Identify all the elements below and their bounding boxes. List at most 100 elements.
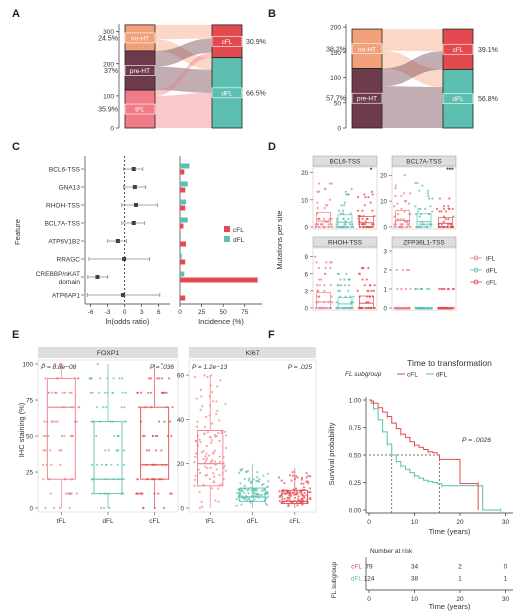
box-point	[162, 391, 165, 394]
incidence-bar-dfl	[180, 217, 188, 223]
box-point	[70, 492, 73, 495]
box-point	[104, 449, 107, 452]
panel-label-D: D	[268, 141, 276, 153]
strip-point	[328, 217, 331, 220]
facet-strip	[312, 155, 378, 167]
strip-point	[316, 223, 319, 226]
box-point	[297, 497, 300, 501]
box-point	[107, 449, 111, 452]
strip-point	[370, 190, 373, 193]
box-point	[121, 391, 124, 394]
legend-swatch-cfl	[224, 226, 230, 232]
box-point	[212, 472, 215, 475]
box-point	[225, 446, 228, 450]
strip-point	[404, 287, 408, 291]
box-point	[69, 434, 72, 438]
box-point	[212, 452, 215, 455]
forest-point	[115, 239, 120, 243]
box-point	[199, 388, 202, 391]
strip-point	[400, 287, 403, 291]
box-point	[112, 377, 115, 380]
box-point	[255, 480, 258, 483]
box-point	[49, 492, 52, 495]
strip-point	[330, 182, 333, 185]
box-point	[149, 377, 152, 380]
facet-y-tick-label: 10	[301, 197, 308, 204]
strip-point	[431, 197, 434, 200]
strip-point	[431, 210, 434, 213]
box-point	[210, 441, 213, 444]
box-point	[136, 391, 139, 394]
strip-point	[367, 196, 370, 199]
box-point	[75, 420, 78, 423]
box-point	[149, 391, 153, 394]
box-point	[195, 397, 198, 400]
box-point	[116, 434, 119, 438]
strip-point	[343, 284, 347, 287]
box-point	[265, 485, 268, 489]
strip-point	[318, 284, 321, 287]
box-point	[291, 491, 294, 494]
box-point	[123, 420, 126, 423]
incidence-x-tick-label: 75	[241, 309, 249, 316]
box-point	[265, 492, 268, 495]
strip-point	[340, 204, 343, 207]
box-point	[278, 490, 281, 493]
box-point	[60, 434, 64, 438]
strip-point	[394, 184, 397, 187]
legend-label-cfl: cFL	[407, 372, 418, 379]
box-point	[210, 422, 214, 425]
flow-no-HT-to-cFL	[155, 24, 212, 40]
survival-y-tick-label: 1.00	[349, 398, 362, 405]
box-point	[300, 497, 303, 501]
box-point	[243, 491, 246, 495]
legend-swatch-dfl	[224, 236, 230, 242]
box-point	[63, 391, 66, 394]
strip-point	[370, 289, 373, 292]
survival-x-tick-label: 30	[502, 519, 510, 526]
box-point	[247, 492, 250, 495]
strip-point	[338, 295, 342, 298]
box-point	[213, 460, 217, 463]
stratum-label-box	[442, 93, 474, 105]
strip-point	[448, 197, 451, 200]
risk-row-label: dFL	[351, 576, 363, 583]
box-point	[286, 496, 289, 499]
right-pct-label: 30.9%	[246, 39, 266, 46]
survival-x-tick-label: 20	[456, 519, 464, 526]
box-iqr	[197, 430, 224, 487]
survival-y-tick-label: 0.00	[349, 508, 362, 515]
strip-point	[317, 278, 321, 281]
strip-point	[407, 268, 410, 272]
risk-count: 0	[504, 564, 508, 571]
box-y-tick-label: 25	[26, 470, 34, 477]
strip-point	[419, 207, 422, 210]
strip-point	[373, 306, 376, 310]
box-point	[43, 362, 46, 366]
box-point	[296, 504, 299, 507]
incidence-bar-cfl	[180, 187, 186, 193]
strip-point	[399, 223, 402, 226]
strip-point	[335, 306, 338, 310]
flow-pre-HT-to-dFL	[155, 66, 212, 93]
box-point	[278, 499, 281, 503]
box-point	[300, 478, 303, 481]
strip-point	[314, 225, 317, 229]
facet-y-tick-label: 9	[305, 254, 309, 261]
strip-point	[348, 223, 352, 226]
strip-point	[406, 223, 409, 226]
box-point	[90, 463, 93, 466]
strip-point	[394, 187, 397, 190]
box-point	[124, 391, 127, 394]
box-point	[44, 377, 47, 380]
incidence-bar-dfl	[180, 163, 190, 169]
box-point	[43, 420, 46, 423]
strip-point	[335, 223, 338, 226]
facet-y-tick-label: 0	[384, 225, 388, 232]
legend-label-cfl: cFL	[233, 227, 244, 234]
box-point	[113, 434, 116, 438]
incidence-bar-cfl	[180, 277, 258, 283]
survival-y-tick-label: 0.75	[349, 425, 362, 432]
box-point	[75, 492, 78, 495]
box-y-tick-label: 0	[180, 506, 184, 513]
